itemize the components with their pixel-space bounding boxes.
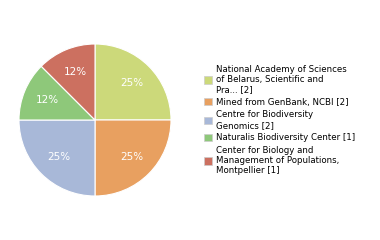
Wedge shape [19, 120, 95, 196]
Text: 25%: 25% [47, 151, 70, 162]
Text: 12%: 12% [36, 95, 59, 105]
Wedge shape [95, 44, 171, 120]
Wedge shape [19, 66, 95, 120]
Wedge shape [41, 44, 95, 120]
Legend: National Academy of Sciences
of Belarus, Scientific and
Pra... [2], Mined from G: National Academy of Sciences of Belarus,… [204, 65, 355, 175]
Wedge shape [95, 120, 171, 196]
Text: 12%: 12% [64, 67, 87, 77]
Text: 25%: 25% [120, 151, 143, 162]
Text: 25%: 25% [120, 78, 143, 89]
